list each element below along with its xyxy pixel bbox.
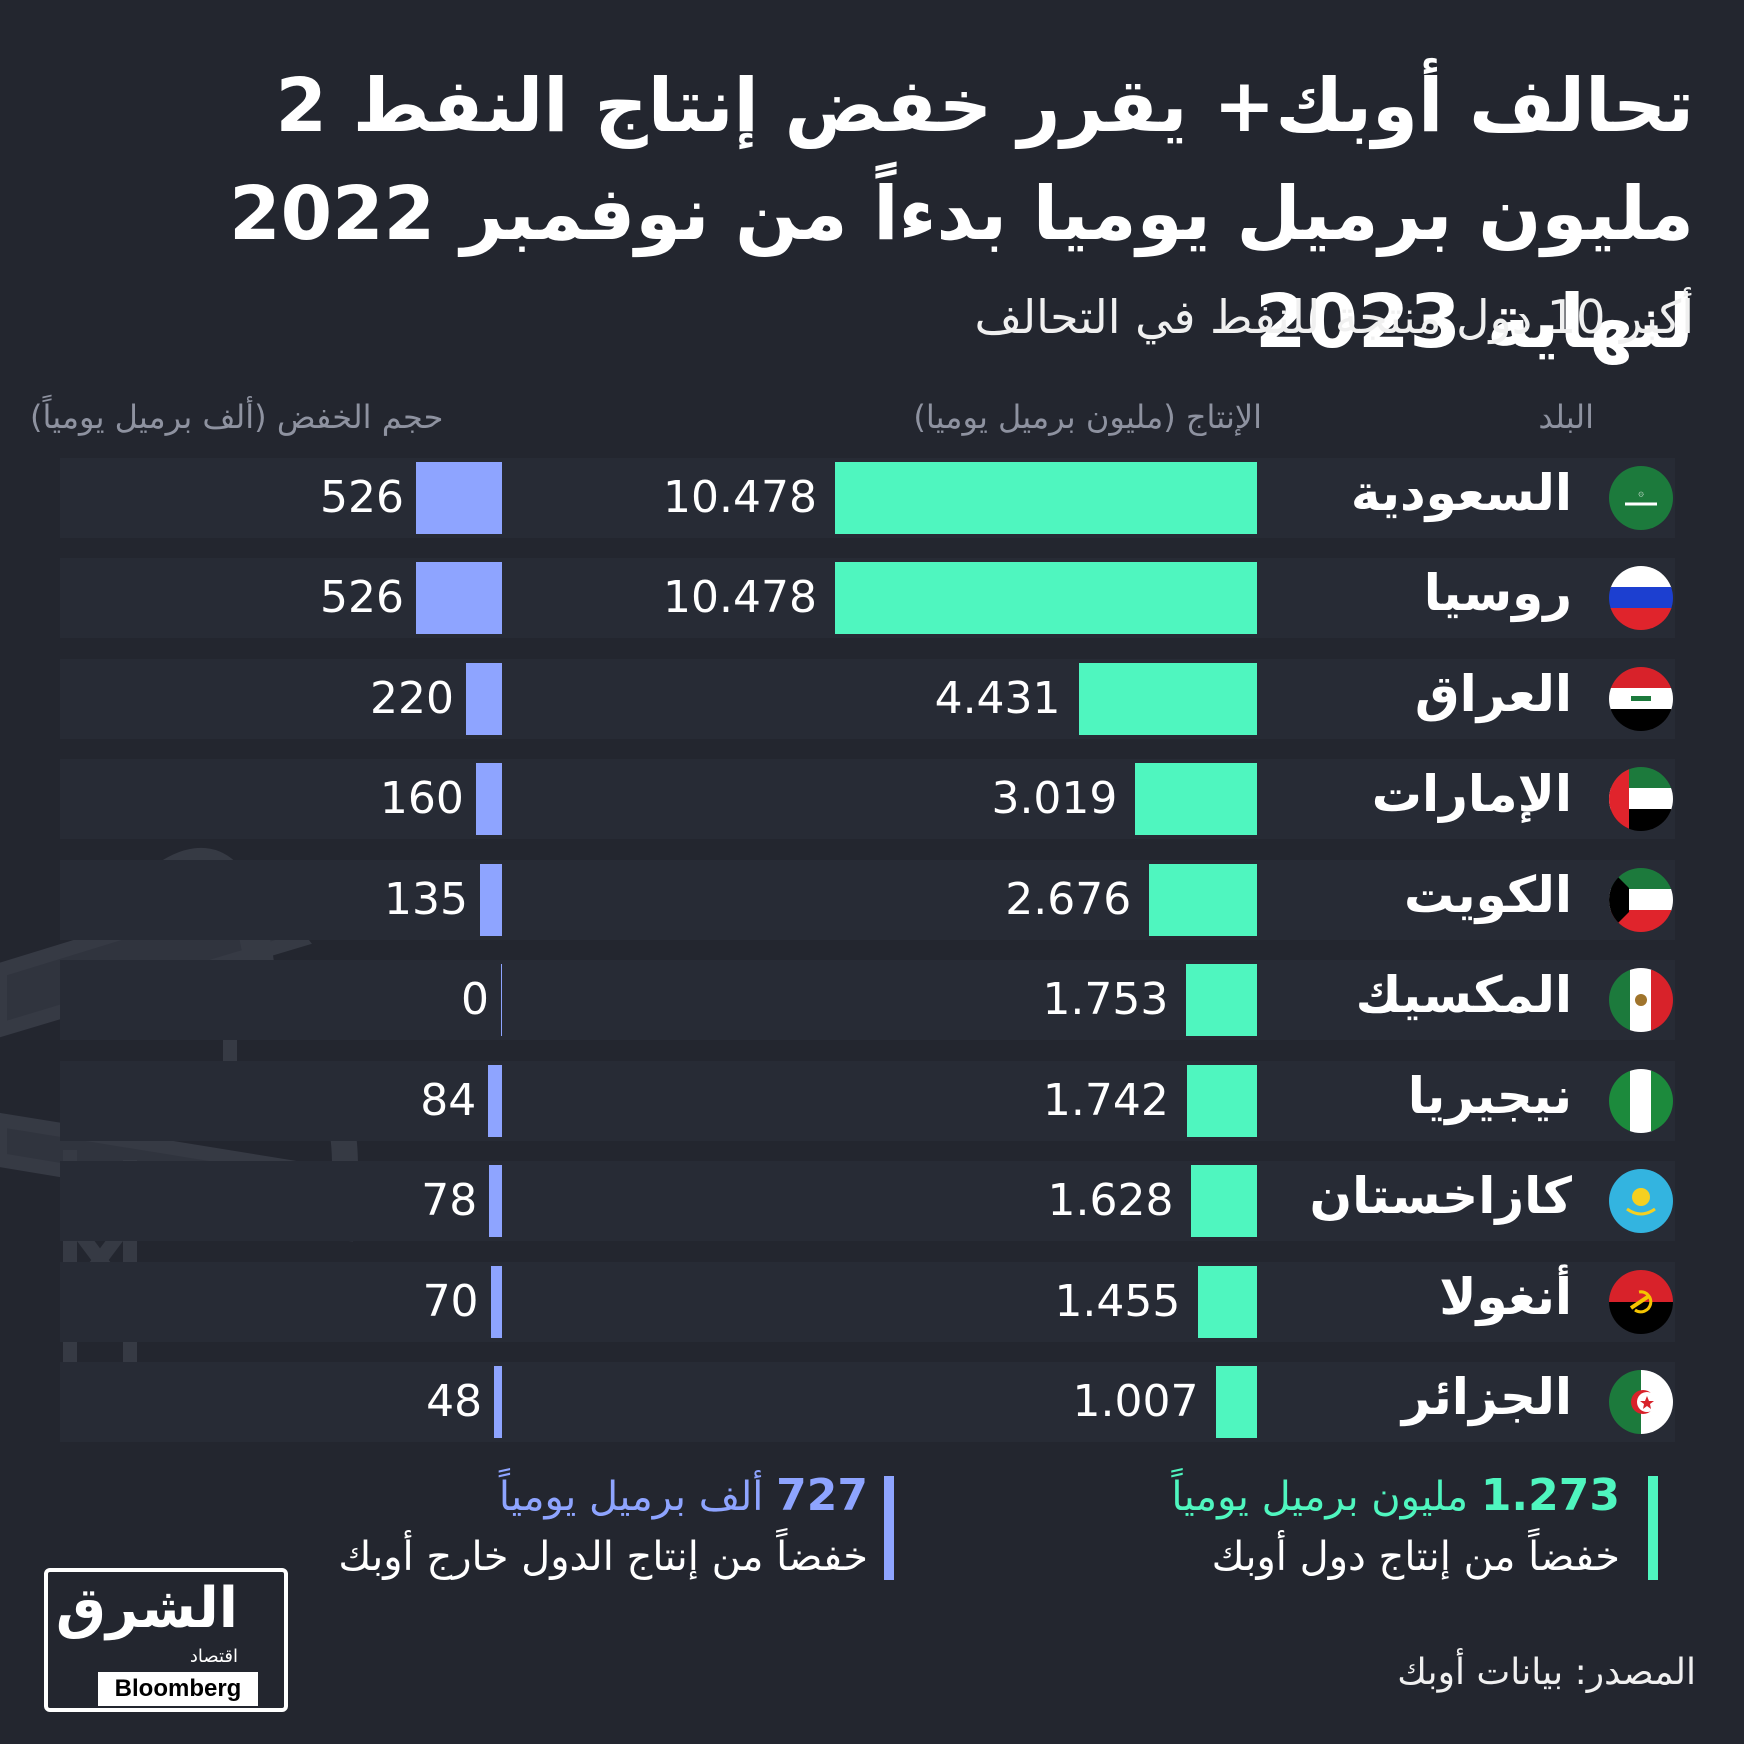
country-label: روسيا xyxy=(1423,564,1572,622)
production-value-label: 10.478 xyxy=(663,472,817,523)
cut-bar xyxy=(489,1165,502,1237)
cut-bar xyxy=(475,763,502,835)
algeria-flag-icon xyxy=(1609,1370,1673,1434)
svg-text:۞: ۞ xyxy=(1638,488,1644,499)
production-bar xyxy=(1191,1165,1257,1237)
country-label: السعودية xyxy=(1350,464,1572,522)
non-opec-summary-headline: 727 ألف برميل يومياً xyxy=(499,1470,868,1521)
cut-value-label: 135 xyxy=(383,874,468,925)
cut-bar xyxy=(416,562,502,634)
source-note: المصدر: بيانات أوبك xyxy=(1397,1652,1696,1693)
cut-bar xyxy=(501,964,502,1036)
production-bar xyxy=(1149,864,1257,936)
chart-subtitle: أكبر 10 دول منتجة للنفط في التحالف xyxy=(974,290,1694,344)
cut-value-label: 70 xyxy=(422,1276,479,1327)
row-background xyxy=(60,659,1675,739)
production-value-label: 1.455 xyxy=(1054,1276,1181,1327)
opec-summary-headline: 1.273 مليون برميل يومياً xyxy=(1171,1470,1620,1521)
kuwait-flag-icon xyxy=(1609,868,1673,932)
country-label: المكسيك xyxy=(1355,966,1572,1024)
row-background xyxy=(60,960,1675,1040)
column-header-country: البلد xyxy=(1538,398,1594,436)
iraq-flag-icon xyxy=(1609,667,1673,731)
production-value-label: 1.628 xyxy=(1047,1175,1174,1226)
country-label: الكويت xyxy=(1403,866,1572,924)
cut-bar xyxy=(416,462,502,534)
uae-flag-icon xyxy=(1609,767,1673,831)
cut-value-label: 84 xyxy=(420,1075,477,1126)
row-background xyxy=(60,1061,1675,1141)
logo-arabic: الشرق xyxy=(55,1576,238,1641)
nigeria-flag-icon xyxy=(1609,1069,1673,1133)
production-value-label: 3.019 xyxy=(991,773,1118,824)
production-value-label: 4.431 xyxy=(934,673,1061,724)
row-background xyxy=(60,759,1675,839)
country-label: أنغولا xyxy=(1439,1268,1572,1326)
production-bar xyxy=(835,562,1257,634)
logo-sub: اقتصاد xyxy=(189,1646,238,1667)
non-opec-summary-unit: ألف برميل يومياً xyxy=(498,1474,764,1520)
cut-value-label: 48 xyxy=(426,1376,483,1427)
row-background xyxy=(60,860,1675,940)
production-value-label: 1.753 xyxy=(1042,974,1169,1025)
production-bar xyxy=(1216,1366,1257,1438)
production-value-label: 2.676 xyxy=(1005,874,1132,925)
opec-summary-line xyxy=(1648,1476,1658,1580)
cut-bar xyxy=(479,864,502,936)
angola-flag-icon xyxy=(1609,1270,1673,1334)
opec-summary-value: 1.273 xyxy=(1480,1470,1620,1521)
production-value-label: 1.742 xyxy=(1042,1075,1169,1126)
chart-title: تحالف أوبك+ يقرر خفض إنتاج النفط 2 مليون… xyxy=(229,63,1694,365)
cut-value-label: 0 xyxy=(461,974,489,1025)
cut-bar xyxy=(490,1266,502,1338)
cut-value-label: 160 xyxy=(379,773,464,824)
row-background xyxy=(60,1161,1675,1241)
row-background xyxy=(60,1262,1675,1342)
cut-value-label: 526 xyxy=(320,572,404,623)
column-header-cut: حجم الخفض (ألف برميل يومياً) xyxy=(30,398,444,436)
country-label: الجزائر xyxy=(1401,1368,1572,1426)
cut-value-label: 526 xyxy=(320,472,404,523)
country-label: العراق xyxy=(1414,665,1572,723)
production-value-label: 1.007 xyxy=(1072,1376,1199,1427)
logo-bloomberg: Bloomberg xyxy=(98,1672,258,1706)
country-label: نيجيريا xyxy=(1407,1067,1572,1125)
production-bar xyxy=(1186,1065,1257,1137)
cut-value-label: 220 xyxy=(370,673,455,724)
production-bar xyxy=(1078,663,1257,735)
production-bar xyxy=(1135,763,1257,835)
production-bar xyxy=(1186,964,1257,1036)
column-header-production: الإنتاج (مليون برميل يوميا) xyxy=(913,398,1262,436)
mexico-flag-icon xyxy=(1609,968,1673,1032)
cut-value-label: 78 xyxy=(421,1175,478,1226)
production-bar xyxy=(835,462,1257,534)
non-opec-summary-desc: خفضاً من إنتاج الدول خارج أوبك xyxy=(338,1534,868,1580)
saudi-flag-icon: ۞ xyxy=(1609,466,1673,530)
kazakhstan-flag-icon xyxy=(1609,1169,1673,1233)
opec-summary-unit: مليون برميل يومياً xyxy=(1171,1474,1469,1520)
asharq-bloomberg-logo: الشرق اقتصاد Bloomberg xyxy=(44,1568,288,1712)
non-opec-summary-line xyxy=(884,1476,894,1580)
cut-bar xyxy=(466,663,502,735)
opec-summary-desc: خفضاً من إنتاج دول أوبك xyxy=(1211,1534,1620,1580)
country-label: الإمارات xyxy=(1371,765,1572,823)
row-background xyxy=(60,1362,1675,1442)
russia-flag-icon xyxy=(1609,566,1673,630)
cut-bar xyxy=(488,1065,502,1137)
cut-bar xyxy=(494,1366,502,1438)
country-label: كازاخستان xyxy=(1309,1167,1572,1225)
production-value-label: 10.478 xyxy=(663,572,817,623)
non-opec-summary-value: 727 xyxy=(776,1470,868,1521)
production-bar xyxy=(1198,1266,1257,1338)
